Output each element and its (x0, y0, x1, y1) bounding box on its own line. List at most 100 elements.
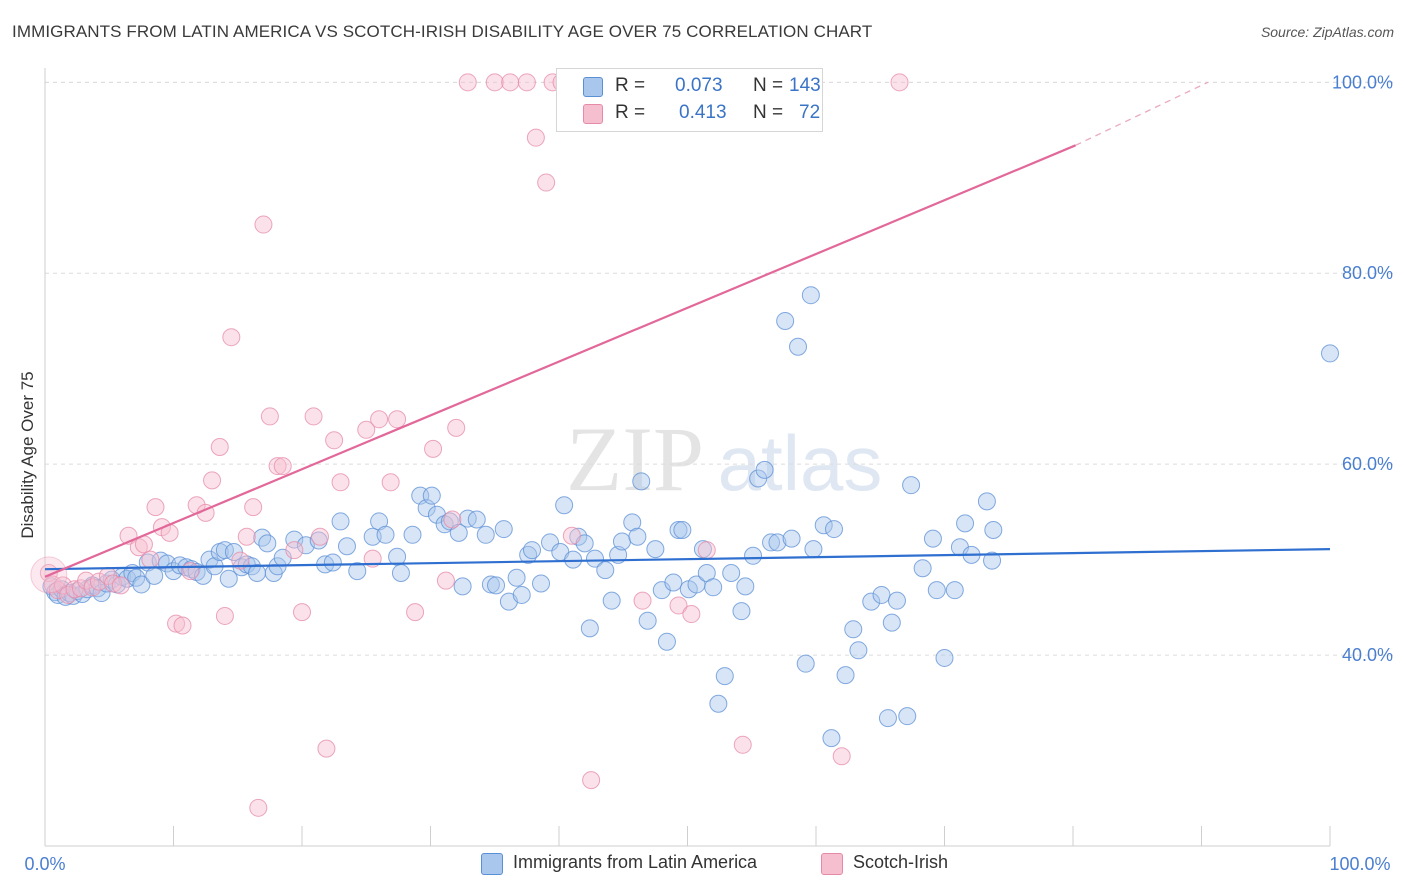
data-point-pink (682, 605, 701, 624)
data-point-blue (923, 529, 942, 548)
data-point-blue (898, 707, 917, 726)
watermark: ZIP atlas (566, 408, 882, 510)
data-point-pink (517, 73, 536, 92)
data-point-blue (632, 472, 651, 491)
data-point-blue (92, 584, 111, 603)
data-point-pink (167, 614, 186, 633)
data-point-blue (732, 602, 751, 621)
x-tick-label: 0.0% (24, 854, 65, 874)
data-point-blue (704, 578, 723, 597)
watermark-atlas: atlas (718, 419, 883, 507)
data-point-blue (476, 525, 495, 544)
data-point-blue (984, 521, 1003, 540)
data-point-blue (215, 541, 234, 560)
data-point-blue (824, 520, 843, 539)
data-point-blue (253, 528, 272, 547)
data-point-blue (170, 556, 189, 575)
data-point-blue (323, 553, 342, 572)
data-point-pink (370, 410, 389, 429)
bottom-legend-swatch-pink (821, 853, 843, 875)
data-point-blue (669, 521, 688, 540)
data-point-blue (132, 575, 151, 594)
legend-r-label: R = (615, 75, 646, 96)
data-point-blue (776, 311, 795, 330)
data-point-blue (977, 492, 996, 511)
y-tick-label: 40.0% (1342, 645, 1393, 665)
data-point-pink (173, 616, 192, 635)
data-point-blue (391, 563, 410, 582)
data-point-pink (77, 571, 96, 590)
data-point-blue (956, 514, 975, 533)
data-point-blue (348, 562, 367, 581)
data-point-pink (249, 798, 268, 817)
data-point-pink (424, 439, 443, 458)
chart-title: IMMIGRANTS FROM LATIN AMERICA VS SCOTCH-… (12, 22, 873, 41)
data-point-blue (481, 575, 500, 594)
data-point-pink (244, 498, 263, 517)
data-point-pink (181, 562, 200, 581)
data-point-pink (304, 407, 323, 426)
tick-labels: 40.0% 60.0% 80.0% 100.0% 0.0% 100.0% (24, 72, 1393, 874)
data-point-pink (331, 473, 350, 492)
data-point-blue (596, 561, 615, 580)
data-point-pink (443, 510, 462, 529)
legend-n-value-pink: 72 (799, 102, 821, 123)
data-point-blue (983, 551, 1002, 570)
data-point-pink (146, 498, 165, 517)
data-point-blue (664, 573, 683, 592)
data-point-blue (762, 533, 781, 552)
bottom-legend-pink: Scotch-Irish (821, 851, 1001, 877)
data-point-blue (145, 566, 164, 585)
data-point-blue (657, 632, 676, 651)
data-point-blue (532, 574, 551, 593)
legend-n-value-blue: 143 (789, 75, 821, 96)
legend-r-label: R = (615, 102, 646, 123)
data-point-blue (927, 581, 946, 600)
legend: R = 0.073 N = 143 R = 0.413 N = 72 (556, 68, 823, 132)
data-point-blue (814, 516, 833, 535)
data-point-pink (526, 128, 545, 147)
data-point-pink (285, 541, 304, 560)
legend-n-label: N = (753, 75, 784, 96)
data-point-pink (43, 575, 62, 594)
series-blue-points (42, 286, 1339, 748)
data-point-blue (882, 613, 901, 632)
data-point-pink (317, 739, 336, 758)
data-point-blue (569, 527, 588, 546)
data-point-pink (53, 576, 72, 595)
data-point-pink (458, 73, 477, 92)
trend-line-pink (44, 144, 1076, 578)
data-point-pink (562, 526, 581, 545)
data-point-pink (203, 471, 222, 490)
data-point-pink (890, 73, 909, 92)
data-point-blue (507, 568, 526, 587)
data-point-blue (523, 541, 542, 560)
data-point-blue (844, 620, 863, 639)
data-point-pink (104, 574, 123, 593)
data-point-blue (782, 529, 801, 548)
x-tick-label: 100.0% (1329, 854, 1390, 874)
data-point-pink (89, 572, 108, 591)
data-point-blue (789, 337, 808, 356)
data-point-blue (487, 576, 506, 595)
data-point-pink (222, 328, 241, 347)
data-point-pink (237, 527, 256, 546)
data-point-pink (436, 571, 455, 590)
data-point-blue (709, 694, 728, 713)
data-point-blue (564, 550, 583, 569)
y-axis-label: Disability Age Over 75 (18, 371, 37, 538)
data-point-blue (887, 591, 906, 610)
data-point-blue (623, 513, 642, 532)
y-tick-label: 60.0% (1342, 454, 1393, 474)
data-point-blue (768, 533, 787, 552)
data-point-blue (872, 585, 891, 604)
data-point-pink (111, 576, 130, 595)
data-point-blue (722, 563, 741, 582)
bottom-legend-label-blue: Immigrants from Latin America (513, 852, 758, 872)
data-point-blue (804, 540, 823, 559)
bottom-legend-label-pink: Scotch-Irish (853, 852, 949, 872)
legend-n-label: N = (753, 102, 784, 123)
legend-swatch-blue (583, 77, 603, 97)
y-tick-label: 100.0% (1332, 72, 1393, 92)
data-point-pink (832, 747, 851, 766)
